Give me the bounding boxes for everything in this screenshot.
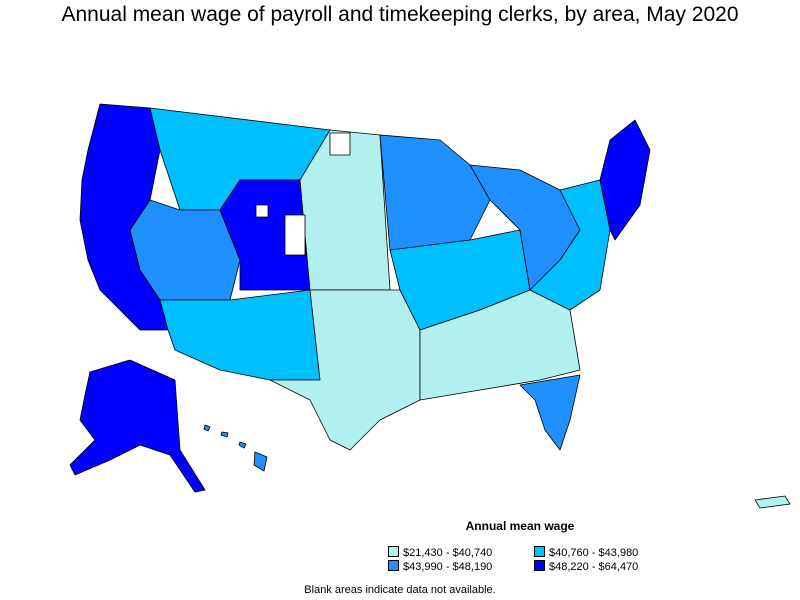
legend-item-3: $43,990 - $48,190 [388, 560, 492, 573]
blank-area-3 [255, 204, 269, 218]
puerto-rico [754, 495, 791, 509]
alaska [69, 359, 206, 493]
legend-title: Annual mean wage [465, 519, 575, 533]
blank-area-1 [329, 132, 351, 156]
west-coast-region [79, 103, 169, 331]
legend-label-4: $48,220 - $64,470 [549, 561, 639, 573]
legend-swatch-4 [534, 560, 545, 571]
upper-midwest-region [379, 134, 491, 251]
legend-swatch-1 [388, 546, 399, 557]
legend-swatch-2 [534, 546, 545, 557]
hawaii [203, 424, 268, 472]
contiguous-us [79, 103, 651, 451]
northeast-region [599, 119, 651, 241]
legend-swatch-3 [388, 560, 399, 571]
southwest-region [159, 289, 321, 381]
florida-region [519, 374, 581, 451]
legend-label-2: $40,760 - $43,980 [549, 547, 639, 559]
south-region [419, 289, 581, 401]
blank-area-2 [284, 214, 306, 256]
legend-item-1: $21,430 - $40,740 [388, 546, 492, 559]
footnote: Blank areas indicate data not available. [304, 584, 496, 596]
great-basin-region [129, 199, 241, 301]
legend-item-4: $48,220 - $64,470 [534, 560, 638, 573]
legend-label-3: $43,990 - $48,190 [403, 561, 493, 573]
legend-item-2: $40,760 - $43,980 [534, 546, 638, 559]
legend-label-1: $21,430 - $40,740 [403, 547, 493, 559]
plains-region [299, 129, 391, 291]
map-title: Annual mean wage of payroll and timekeep… [61, 3, 739, 26]
